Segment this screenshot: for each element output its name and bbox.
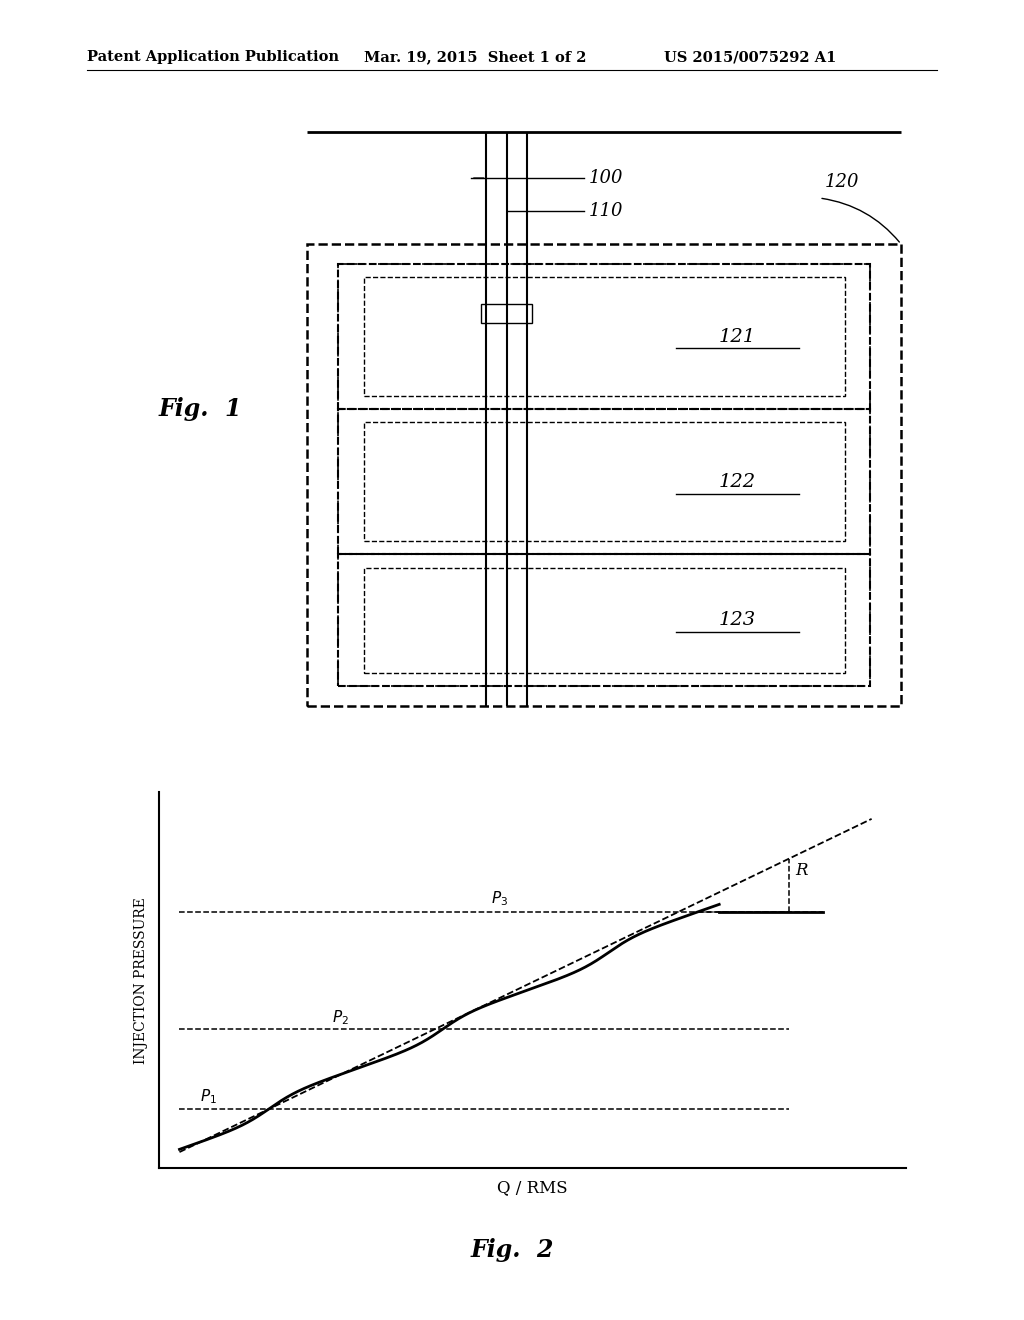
Text: 123: 123: [719, 611, 756, 630]
Bar: [307, 244, 901, 706]
Bar: [481, 304, 532, 323]
Text: Fig.  2: Fig. 2: [470, 1238, 554, 1262]
Text: US 2015/0075292 A1: US 2015/0075292 A1: [664, 50, 836, 65]
Text: 120: 120: [824, 173, 859, 191]
Y-axis label: INJECTION PRESSURE: INJECTION PRESSURE: [133, 896, 147, 1064]
Text: 121: 121: [719, 327, 756, 346]
Bar: [338, 409, 870, 554]
Text: 110: 110: [589, 202, 624, 220]
Text: R: R: [796, 862, 808, 879]
Text: Mar. 19, 2015  Sheet 1 of 2: Mar. 19, 2015 Sheet 1 of 2: [364, 50, 586, 65]
Bar: [364, 568, 845, 673]
Text: $\mathit{P_2}$: $\mathit{P_2}$: [332, 1008, 348, 1027]
Text: $\mathit{P_1}$: $\mathit{P_1}$: [201, 1088, 217, 1106]
X-axis label: Q / RMS: Q / RMS: [498, 1179, 567, 1196]
Text: Fig.  1: Fig. 1: [159, 397, 243, 421]
Text: $\mathit{P_3}$: $\mathit{P_3}$: [490, 890, 508, 908]
Bar: [338, 554, 870, 686]
Bar: [364, 277, 845, 396]
Bar: [364, 422, 845, 541]
Bar: [338, 264, 870, 409]
Text: Patent Application Publication: Patent Application Publication: [87, 50, 339, 65]
Text: 100: 100: [589, 169, 624, 187]
Bar: [338, 264, 870, 686]
Text: 122: 122: [719, 473, 756, 491]
